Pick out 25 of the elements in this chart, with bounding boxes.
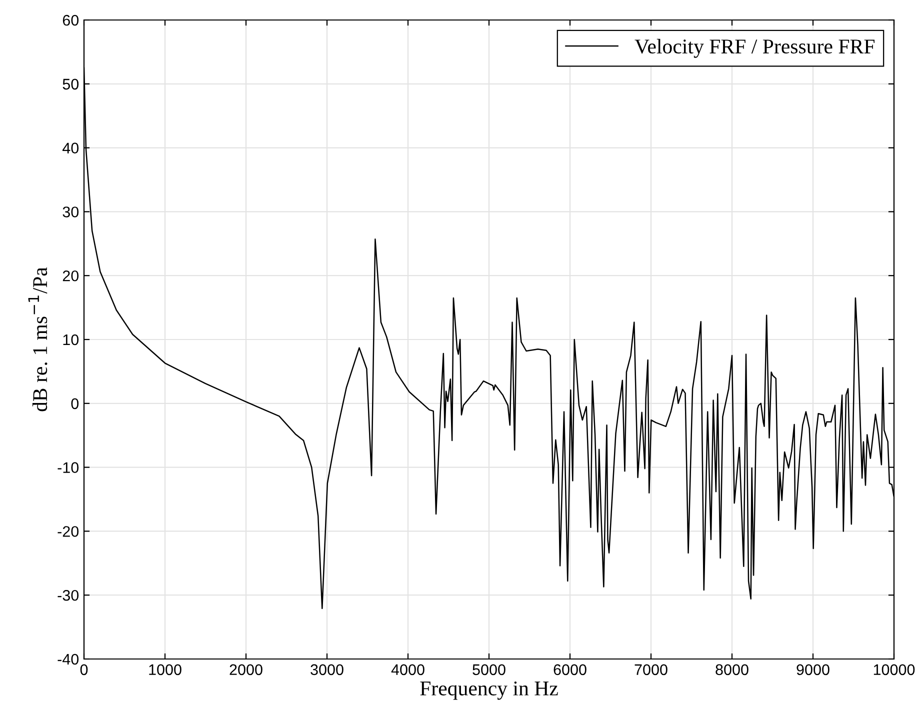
x-tick-label: 2000 [230,664,262,676]
y-tick-label: -10 [58,462,79,473]
x-tick-label: 4000 [391,664,424,676]
x-tick-label: 5000 [472,664,506,676]
x-tick-label: 0 [80,664,88,676]
x-tick-label: 8000 [716,664,748,676]
x-tick-label: 10000 [874,664,915,676]
x-axis-title: Frequency in Hz [420,681,558,700]
x-tick-label: 1000 [149,664,182,676]
x-tick-label: 3000 [310,664,344,676]
y-axis-title: dB re. 1 ms$^{−1}$/Pa [28,267,48,412]
y-tick-label: -30 [58,590,79,601]
y-tick-label: 50 [62,78,79,90]
x-tick-label: 6000 [554,664,586,676]
y-tick-label: 20 [62,270,79,282]
y-tick-label: 10 [63,334,79,346]
y-tick-label: 60 [62,14,79,26]
x-tick-label: 7000 [634,664,668,676]
y-tick-label: 0 [71,398,79,410]
x-tick-label: 9000 [796,664,830,676]
y-tick-label: -20 [58,526,79,537]
y-tick-label: 30 [62,206,79,218]
y-tick-label: 40 [62,142,79,154]
y-tick-label: -40 [58,654,79,665]
legend-label: Velocity FRF / Pressure FRF [634,38,874,58]
